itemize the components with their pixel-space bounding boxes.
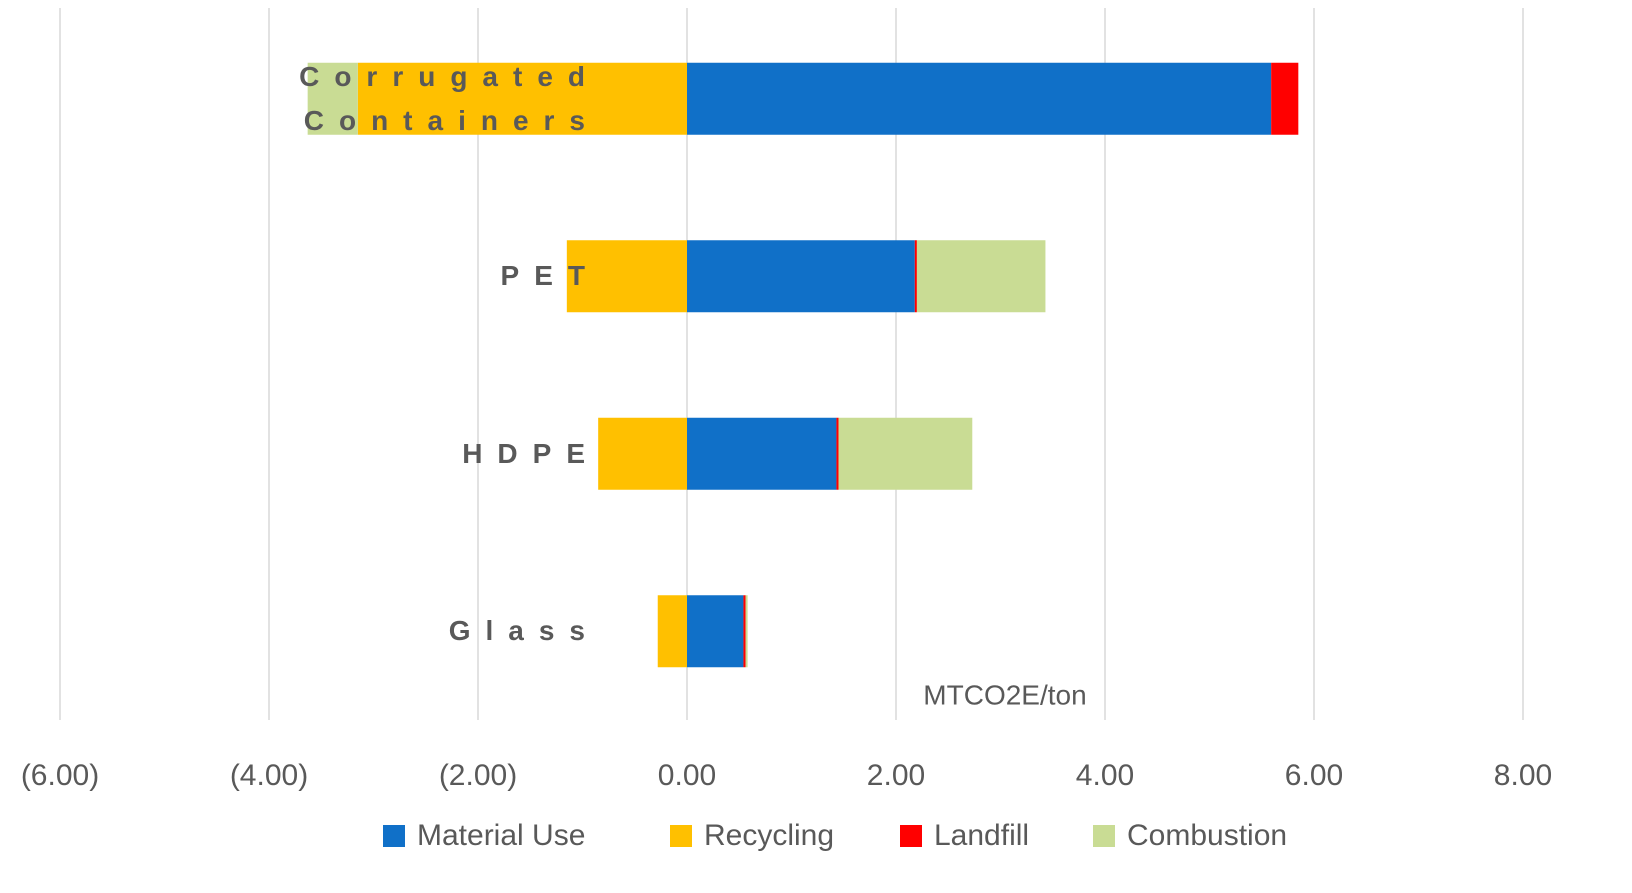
x-tick-label: 4.00 [1076, 759, 1134, 792]
bar [745, 595, 748, 668]
bar [357, 62, 687, 135]
x-tick-label: 0.00 [658, 759, 716, 792]
bar [838, 417, 973, 490]
legend-swatch [383, 825, 405, 847]
legend-label: Combustion [1127, 819, 1287, 852]
bar [836, 417, 839, 490]
bar [687, 417, 837, 490]
category-label: Glass [448, 615, 600, 647]
x-tick-label: 8.00 [1494, 759, 1552, 792]
x-tick-label: 2.00 [867, 759, 925, 792]
legend-swatch [900, 825, 922, 847]
legend-swatch [1093, 825, 1115, 847]
bar [1271, 62, 1299, 135]
axis-label: MTCO2E/ton [923, 679, 1086, 710]
x-tick-label: (2.00) [439, 759, 517, 792]
bar [743, 595, 746, 668]
x-tick-label: (6.00) [21, 759, 99, 792]
bar [914, 240, 917, 313]
x-tick-label: (4.00) [230, 759, 308, 792]
bar [916, 240, 1046, 313]
bar [657, 595, 687, 668]
bar [598, 417, 687, 490]
legend-swatch [670, 825, 692, 847]
bar [687, 595, 744, 668]
x-tick-label: 6.00 [1285, 759, 1343, 792]
bar [687, 240, 915, 313]
category-label: HDPE [462, 437, 600, 469]
bar [566, 240, 687, 313]
category-label: Corrugated Containers [299, 60, 600, 136]
legend-label: Recycling [704, 819, 834, 852]
legend-label: Material Use [417, 819, 585, 852]
category-label: PET [500, 260, 600, 292]
bar [687, 62, 1272, 135]
bar [307, 62, 358, 135]
legend-label: Landfill [934, 819, 1029, 852]
